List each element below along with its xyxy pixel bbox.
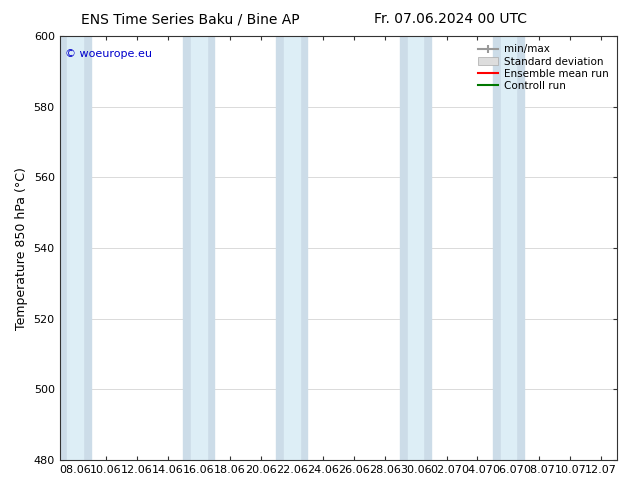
Y-axis label: Temperature 850 hPa (°C): Temperature 850 hPa (°C) bbox=[15, 167, 28, 330]
Text: Fr. 07.06.2024 00 UTC: Fr. 07.06.2024 00 UTC bbox=[373, 12, 527, 26]
Bar bbox=[284, 36, 299, 460]
Bar bbox=[493, 36, 524, 460]
Bar bbox=[408, 36, 424, 460]
Bar bbox=[67, 36, 83, 460]
Bar bbox=[191, 36, 207, 460]
Bar bbox=[183, 36, 214, 460]
Legend: min/max, Standard deviation, Ensemble mean run, Controll run: min/max, Standard deviation, Ensemble me… bbox=[474, 41, 612, 94]
Text: © woeurope.eu: © woeurope.eu bbox=[65, 49, 152, 59]
Bar bbox=[60, 36, 91, 460]
Bar bbox=[400, 36, 431, 460]
Bar bbox=[501, 36, 516, 460]
Text: ENS Time Series Baku / Bine AP: ENS Time Series Baku / Bine AP bbox=[81, 12, 299, 26]
Bar bbox=[276, 36, 307, 460]
